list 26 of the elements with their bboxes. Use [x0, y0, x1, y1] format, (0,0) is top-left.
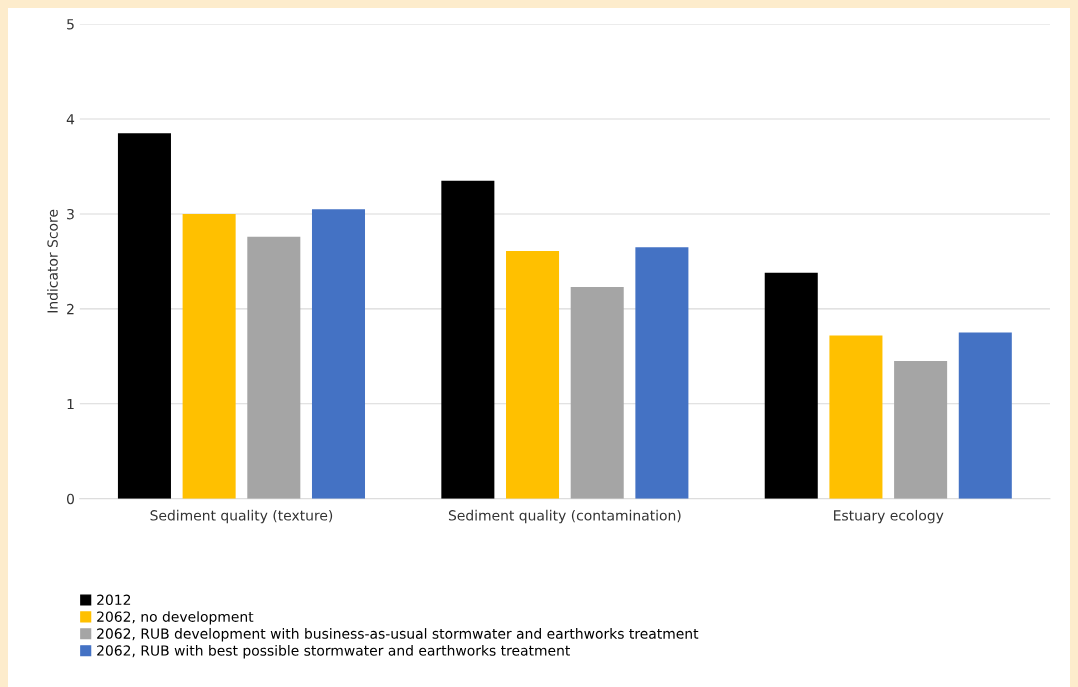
bar — [441, 180, 495, 499]
bar — [829, 335, 883, 499]
bar — [958, 332, 1012, 499]
y-axis-title: Indicator Score — [47, 209, 58, 313]
bar — [247, 236, 301, 499]
legend-label: 2062, no development — [97, 611, 254, 625]
x-tick-label: Sediment quality (contamination) — [448, 509, 681, 524]
bar — [894, 361, 948, 499]
legend-label: 2062, RUB with best possible stormwater and earthworks treatment — [97, 645, 570, 659]
y-tick-label: 2 — [67, 303, 74, 315]
bar — [635, 247, 689, 499]
x-tick-label: Estuary ecology — [834, 509, 944, 524]
y-tick-label: 4 — [66, 114, 75, 125]
bar — [764, 272, 818, 499]
bar — [570, 287, 624, 499]
bar — [506, 250, 560, 499]
bar — [311, 209, 366, 499]
y-tick-label: 0 — [66, 493, 74, 505]
y-tick-label: 5 — [67, 19, 74, 30]
y-tick-label: 3 — [67, 208, 74, 220]
legend-label: 2012 — [97, 594, 131, 606]
legend-label: 2062, RUB development with business-as-usual stormwater and earthworks treatment — [97, 628, 699, 642]
bar — [182, 213, 236, 499]
bar — [117, 133, 171, 499]
x-tick-label: Sediment quality (texture) — [150, 509, 333, 524]
y-tick-label: 1 — [67, 398, 74, 410]
